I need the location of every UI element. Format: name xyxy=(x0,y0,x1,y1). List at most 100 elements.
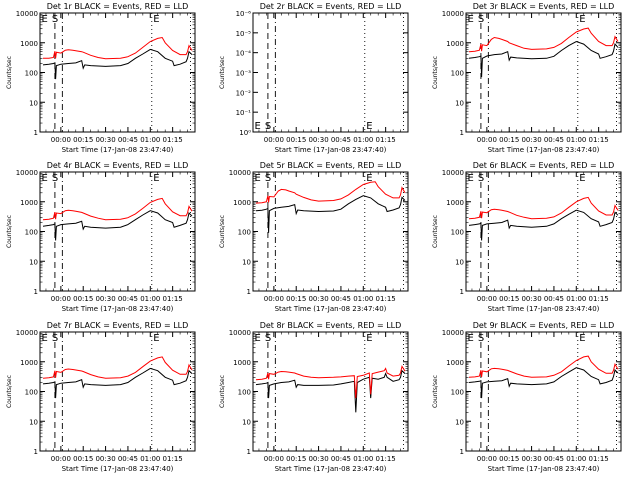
x-tick-label: 00:45 xyxy=(544,455,564,463)
series-lld xyxy=(42,197,193,221)
x-tick-label: 01:00 xyxy=(140,295,160,303)
x-tick-label: 01:00 xyxy=(353,295,373,303)
chart-title: Det 4r BLACK = Events, RED = LLD xyxy=(47,161,189,170)
event-letter: E xyxy=(41,173,47,184)
x-tick-label: 00:30 xyxy=(308,455,328,463)
y-tick-label: 10 xyxy=(29,418,38,426)
event-letter: E xyxy=(366,333,372,344)
x-axis-label: Start Time (17-Jan-08 23:47:40) xyxy=(275,146,387,154)
panel-det-9r: Det 9r BLACK = Events, RED = LLD 1 10 100 10… xyxy=(432,321,622,473)
x-tick-label: 00:00 xyxy=(264,136,284,144)
y-tick-label: 10 xyxy=(455,99,464,107)
series-events xyxy=(42,367,193,399)
y-tick-label: 10⁻⁵ xyxy=(236,30,252,38)
y-axis-label: Counts/sec xyxy=(432,375,439,408)
x-axis-label: Start Time (17-Jan-08 23:47:40) xyxy=(488,305,600,313)
event-letter: S xyxy=(52,14,58,25)
event-letter: E xyxy=(153,14,159,25)
x-tick-label: 01:15 xyxy=(163,455,183,463)
event-letter: E xyxy=(366,173,372,184)
series-events xyxy=(255,195,406,233)
series-events xyxy=(255,369,406,413)
x-tick-label: 01:15 xyxy=(376,455,396,463)
x-tick-label: 00:15 xyxy=(286,455,306,463)
y-tick-label: 10⁻² xyxy=(236,89,252,97)
x-tick-label: 01:00 xyxy=(566,136,586,144)
x-tick-label: 00:45 xyxy=(118,136,138,144)
event-letter: E xyxy=(467,14,473,25)
event-letter: S xyxy=(478,14,484,25)
panel-det-4r: Det 4r BLACK = Events, RED = LLD 1 10 100 10… xyxy=(6,161,196,313)
y-tick-label: 1000 xyxy=(20,40,38,48)
event-letter: S xyxy=(265,333,271,344)
x-tick-label: 00:45 xyxy=(331,136,351,144)
x-tick-label: 01:00 xyxy=(140,455,160,463)
y-tick-label: 10⁻¹ xyxy=(236,109,252,117)
x-tick-label: 00:00 xyxy=(477,295,497,303)
plot-frame xyxy=(39,171,196,292)
y-axis-label: Counts/sec xyxy=(219,375,226,408)
x-tick-label: 00:15 xyxy=(286,136,306,144)
x-tick-label: 00:30 xyxy=(95,455,115,463)
x-tick-label: 00:30 xyxy=(95,295,115,303)
y-tick-label: 1000 xyxy=(446,40,464,48)
x-tick-label: 01:00 xyxy=(566,295,586,303)
event-letter: E xyxy=(41,333,47,344)
y-tick-label: 10 xyxy=(29,258,38,266)
y-tick-label: 1000 xyxy=(20,359,38,367)
y-tick-label: 1 xyxy=(460,448,464,456)
y-tick-label: 10 xyxy=(29,99,38,107)
y-tick-label: 100 xyxy=(25,70,38,78)
x-axis-label: Start Time (17-Jan-08 23:47:40) xyxy=(62,465,174,473)
x-tick-label: 00:45 xyxy=(331,455,351,463)
panel-det-8r: Det 8r BLACK = Events, RED = LLD 1 10 100 10… xyxy=(219,321,409,473)
event-letter: E xyxy=(254,333,260,344)
panel-det-5r: Det 5r BLACK = Events, RED = LLD 1 10 100 10… xyxy=(219,161,409,313)
x-tick-label: 00:30 xyxy=(521,136,541,144)
x-tick-label: 01:00 xyxy=(353,136,373,144)
x-tick-label: 01:00 xyxy=(140,136,160,144)
x-axis-label: Start Time (17-Jan-08 23:47:40) xyxy=(62,305,174,313)
plot-frame xyxy=(252,12,409,133)
event-letter: E xyxy=(254,173,260,184)
plot-frame xyxy=(465,171,622,292)
panel-det-7r: Det 7r BLACK = Events, RED = LLD 1 10 100 10… xyxy=(6,321,196,473)
y-tick-label: 1000 xyxy=(446,199,464,207)
series-events xyxy=(468,367,619,399)
event-letter: S xyxy=(265,121,271,132)
y-axis-label: Counts/sec xyxy=(432,215,439,248)
y-tick-label: 1 xyxy=(460,288,464,296)
y-axis-label: Counts/sec xyxy=(6,375,13,408)
event-letter: E xyxy=(579,173,585,184)
event-letter: E xyxy=(467,173,473,184)
x-tick-label: 01:15 xyxy=(163,295,183,303)
y-tick-label: 100 xyxy=(451,229,464,237)
x-axis-label: Start Time (17-Jan-08 23:47:40) xyxy=(488,465,600,473)
event-letter: E xyxy=(153,333,159,344)
event-letter: E xyxy=(579,333,585,344)
series-events xyxy=(468,40,619,78)
y-tick-label: 10 xyxy=(242,258,251,266)
y-tick-label: 10 xyxy=(455,418,464,426)
y-tick-label: 100 xyxy=(25,229,38,237)
x-axis-label: Start Time (17-Jan-08 23:47:40) xyxy=(275,465,387,473)
x-tick-label: 00:00 xyxy=(264,455,284,463)
y-tick-label: 10 xyxy=(242,418,251,426)
x-tick-label: 00:45 xyxy=(544,136,564,144)
plot-frame xyxy=(465,12,622,133)
x-tick-label: 01:15 xyxy=(376,136,396,144)
plot-frame xyxy=(39,12,196,133)
x-tick-label: 00:45 xyxy=(118,295,138,303)
y-tick-label: 10000 xyxy=(442,329,464,337)
x-tick-label: 00:15 xyxy=(286,295,306,303)
y-tick-label: 1 xyxy=(247,448,251,456)
event-letter: E xyxy=(254,121,260,132)
event-letter: E xyxy=(467,333,473,344)
x-tick-label: 00:00 xyxy=(477,455,497,463)
x-tick-label: 00:45 xyxy=(544,295,564,303)
x-tick-label: 00:00 xyxy=(264,295,284,303)
y-tick-label: 100 xyxy=(451,70,464,78)
y-tick-label: 1000 xyxy=(446,359,464,367)
chart-title: Det 3r BLACK = Events, RED = LLD xyxy=(473,2,615,11)
